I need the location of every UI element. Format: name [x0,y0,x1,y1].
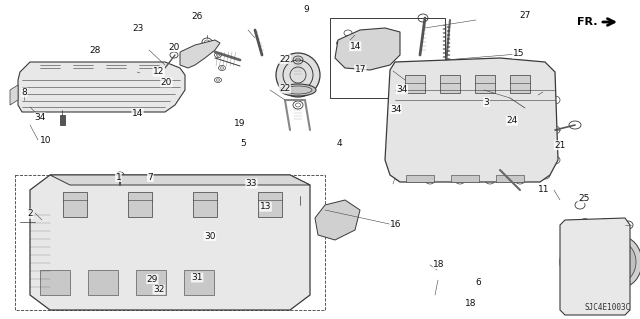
Bar [405,75,425,93]
Text: 1: 1 [116,173,121,182]
Text: 28: 28 [89,46,100,55]
Bar [136,270,166,295]
Ellipse shape [65,236,125,280]
Text: 8: 8 [22,88,27,97]
Polygon shape [385,58,558,182]
Text: 23: 23 [132,24,143,33]
Text: 27: 27 [519,11,531,20]
Polygon shape [180,40,220,68]
Ellipse shape [67,188,123,232]
Text: 7: 7 [148,173,153,182]
Ellipse shape [560,236,604,288]
Text: 5: 5 [241,139,246,148]
Bar [193,192,217,217]
Bar [475,75,495,93]
Bar [406,175,434,182]
Text: 4: 4 [337,139,342,148]
Ellipse shape [492,140,528,170]
Ellipse shape [276,53,320,97]
Bar [63,192,87,217]
Ellipse shape [280,84,316,96]
Ellipse shape [598,236,640,288]
Text: 13: 13 [260,202,271,211]
Ellipse shape [258,260,282,280]
Text: 19: 19 [234,119,246,128]
Ellipse shape [60,182,130,238]
Ellipse shape [137,188,193,232]
Text: 24: 24 [506,116,518,125]
Text: 6: 6 [476,278,481,287]
Text: 34: 34 [34,113,45,122]
Text: FR.: FR. [577,17,598,27]
Ellipse shape [207,188,263,232]
Bar [184,270,214,295]
Ellipse shape [135,236,195,280]
Text: 21: 21 [554,141,566,150]
Text: 33: 33 [246,179,257,188]
Polygon shape [315,200,360,240]
Ellipse shape [205,236,265,280]
Text: 29: 29 [147,275,158,284]
Polygon shape [30,175,310,310]
Bar [40,270,70,295]
Ellipse shape [447,140,483,170]
Text: 9: 9 [303,5,308,14]
Ellipse shape [260,284,280,302]
Text: 18: 18 [433,260,445,269]
Text: 18: 18 [465,299,476,308]
Bar [88,270,118,295]
Text: 22: 22 [279,55,291,63]
Text: 34: 34 [390,105,401,114]
Ellipse shape [566,242,598,282]
Text: 17: 17 [355,65,366,74]
Text: 32: 32 [153,285,164,294]
Ellipse shape [227,283,243,297]
Ellipse shape [140,83,152,93]
Bar [128,192,152,217]
Text: 25: 25 [578,194,589,203]
Text: 10: 10 [40,136,52,145]
Ellipse shape [130,182,200,238]
Bar [258,192,282,217]
Polygon shape [335,28,400,70]
Text: SJC4E1003C: SJC4E1003C [585,303,631,313]
Bar [330,18,445,98]
Polygon shape [60,115,65,125]
Ellipse shape [76,83,88,93]
Ellipse shape [402,140,438,170]
Ellipse shape [200,182,270,238]
Text: 31: 31 [191,273,203,282]
Ellipse shape [604,242,636,282]
Polygon shape [50,175,310,185]
Polygon shape [10,85,18,105]
Text: 16: 16 [390,220,401,229]
Bar [510,75,530,93]
Polygon shape [18,62,185,112]
Text: 34: 34 [396,85,408,94]
Text: 14: 14 [132,109,143,118]
Text: 20: 20 [168,43,180,52]
Text: 14: 14 [349,42,361,51]
Polygon shape [560,218,630,315]
Bar [440,75,460,93]
Text: 22: 22 [279,84,291,93]
Text: 20: 20 [161,78,172,87]
Ellipse shape [44,83,56,93]
Ellipse shape [108,83,120,93]
Text: 12: 12 [153,67,164,76]
Text: 15: 15 [513,49,524,58]
Text: 2: 2 [28,209,33,218]
Text: 30: 30 [204,232,216,241]
Bar [496,175,524,182]
Ellipse shape [246,292,258,302]
Text: 11: 11 [538,185,550,194]
Text: 26: 26 [191,12,203,21]
Text: 3: 3 [484,98,489,107]
Bar [451,175,479,182]
